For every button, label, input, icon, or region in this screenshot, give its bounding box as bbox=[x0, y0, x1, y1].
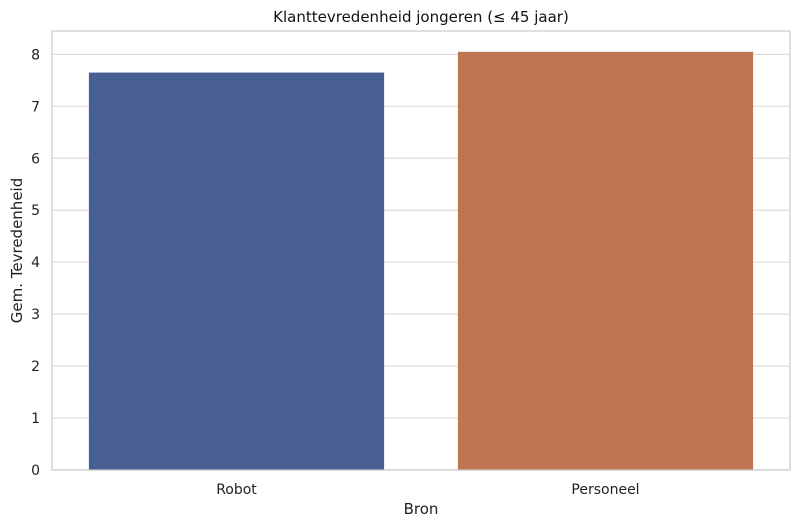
y-tick-label: 8 bbox=[31, 47, 40, 63]
y-tick-label: 2 bbox=[31, 359, 40, 375]
x-axis-ticks: Robot Personeel bbox=[216, 482, 639, 498]
x-axis-label: Bron bbox=[404, 500, 439, 518]
y-axis-ticks: 0 1 2 3 4 5 6 7 8 bbox=[31, 47, 40, 479]
plot-frame bbox=[51, 30, 791, 471]
x-tick-label: Personeel bbox=[571, 482, 639, 498]
y-axis-label: Gem. Tevredenheid bbox=[8, 178, 26, 323]
y-tick-label: 0 bbox=[31, 463, 40, 479]
y-tick-label: 4 bbox=[31, 255, 40, 271]
x-tick-label: Robot bbox=[216, 482, 257, 498]
y-tick-label: 5 bbox=[31, 203, 40, 219]
y-tick-label: 7 bbox=[31, 99, 40, 115]
bar-robot bbox=[88, 72, 385, 470]
chart-title: Klanttevredenheid jongeren (≤ 45 jaar) bbox=[273, 8, 569, 26]
y-tick-label: 1 bbox=[31, 411, 40, 427]
bar-personeel bbox=[457, 51, 754, 470]
y-tick-label: 3 bbox=[31, 307, 40, 323]
y-tick-label: 6 bbox=[31, 151, 40, 167]
bars bbox=[88, 51, 754, 470]
